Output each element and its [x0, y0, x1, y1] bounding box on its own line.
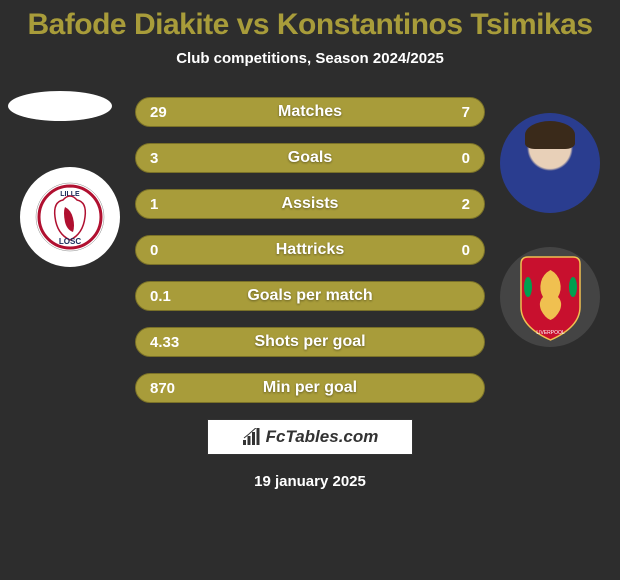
club-left-logo: LILLE LOSC	[20, 167, 120, 267]
page-subtitle: Club competitions, Season 2024/2025	[0, 50, 620, 67]
stat-right-value: 2	[462, 196, 470, 213]
stat-label: Goals per match	[247, 287, 372, 305]
avatar-hair	[525, 121, 575, 149]
stat-label: Hattricks	[276, 241, 344, 259]
stat-bar-hattricks: 0 Hattricks 0	[135, 235, 485, 265]
stat-bars: 29 Matches 7 3 Goals 0 1 Assists 2 0 Hat…	[135, 97, 485, 403]
page-title: Bafode Diakite vs Konstantinos Tsimikas	[0, 0, 620, 42]
stat-label: Assists	[282, 195, 339, 213]
losc-icon: LILLE LOSC	[35, 182, 105, 252]
stat-right-value: 0	[462, 242, 470, 259]
stat-label: Goals	[288, 149, 332, 167]
stat-left-value: 0.1	[150, 288, 171, 305]
stat-bar-matches: 29 Matches 7	[135, 97, 485, 127]
stat-bar-goals: 3 Goals 0	[135, 143, 485, 173]
stat-right-value: 7	[462, 104, 470, 121]
stat-left-value: 1	[150, 196, 158, 213]
player-right-avatar	[500, 113, 600, 213]
svg-text:LOSC: LOSC	[59, 237, 81, 246]
stat-left-value: 4.33	[150, 334, 179, 351]
liverpool-icon: LIVERPOOL	[513, 252, 588, 342]
date-label: 19 january 2025	[0, 473, 620, 490]
stat-bar-shots-per-goal: 4.33 Shots per goal	[135, 327, 485, 357]
stat-bar-min-per-goal: 870 Min per goal	[135, 373, 485, 403]
stat-label: Matches	[278, 103, 342, 121]
stat-left-value: 0	[150, 242, 158, 259]
stat-bar-goals-per-match: 0.1 Goals per match	[135, 281, 485, 311]
svg-text:LIVERPOOL: LIVERPOOL	[536, 330, 565, 336]
comparison-content: LILLE LOSC LIVERPOOL 29 Matches 7 3 Goal…	[0, 97, 620, 490]
player-left-avatar	[8, 91, 112, 121]
club-right-logo: LIVERPOOL	[500, 247, 600, 347]
stat-bar-assists: 1 Assists 2	[135, 189, 485, 219]
fctables-badge: FcTables.com	[207, 419, 413, 455]
stat-left-value: 29	[150, 104, 167, 121]
chart-icon	[242, 428, 262, 446]
stat-label: Min per goal	[263, 379, 357, 397]
stat-left-value: 870	[150, 380, 175, 397]
badge-text: FcTables.com	[266, 427, 379, 447]
stat-right-value: 0	[462, 150, 470, 167]
stat-left-value: 3	[150, 150, 158, 167]
stat-label: Shots per goal	[254, 333, 365, 351]
